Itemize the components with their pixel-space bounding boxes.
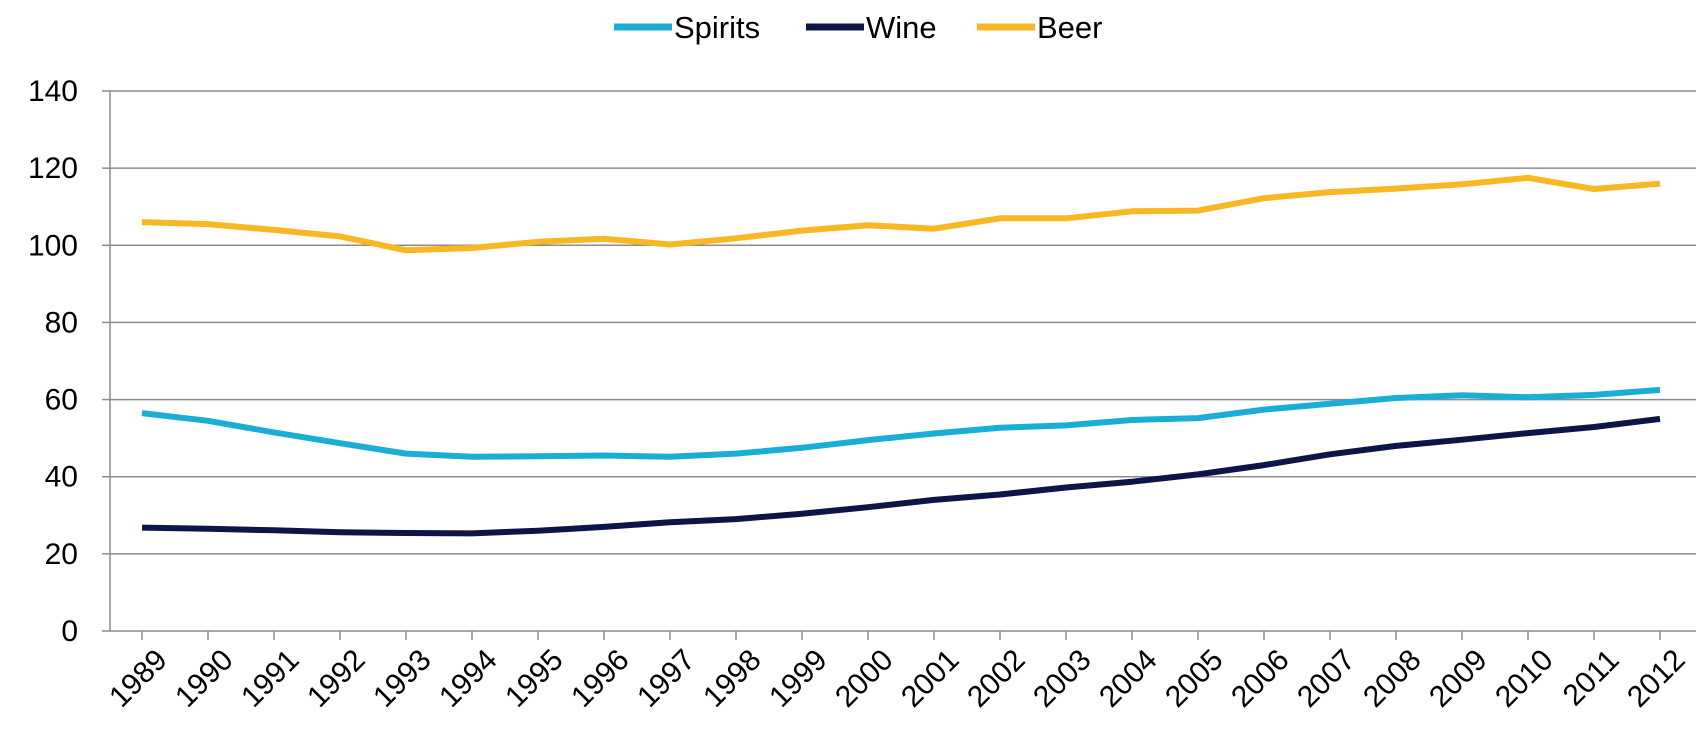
x-tick-label: 2011 bbox=[1557, 643, 1626, 712]
legend-item-spirits: Spirits bbox=[614, 10, 760, 45]
y-tick-label: 120 bbox=[28, 152, 78, 185]
x-tick-label: 2002 bbox=[961, 643, 1032, 714]
x-tick-label: 1999 bbox=[763, 643, 834, 714]
y-axis-tick-labels: 0 20 40 60 80 100 120 140 bbox=[28, 75, 78, 648]
y-tick-label: 20 bbox=[45, 538, 78, 571]
series-line-wine bbox=[141, 415, 1661, 537]
x-tick-label: 2003 bbox=[1027, 643, 1098, 714]
series-line-spirits bbox=[141, 386, 1661, 460]
x-tick-label: 1997 bbox=[631, 643, 702, 714]
x-tick-label: 1992 bbox=[301, 643, 372, 714]
legend-item-wine: Wine bbox=[806, 10, 937, 45]
x-tick-label: 1995 bbox=[499, 643, 570, 714]
x-axis-tick-labels: 1989199019911992199319941995199619971998… bbox=[103, 643, 1692, 714]
x-tick-label: 1998 bbox=[697, 643, 768, 714]
y-tick-label: 140 bbox=[28, 75, 78, 108]
x-tick-label: 2012 bbox=[1621, 643, 1692, 714]
axes bbox=[102, 90, 1696, 640]
x-tick-label: 1991 bbox=[235, 643, 306, 714]
x-tick-label: 2009 bbox=[1423, 643, 1494, 714]
x-tick-label: 2001 bbox=[895, 643, 966, 714]
x-tick-label: 2008 bbox=[1357, 643, 1428, 714]
y-tick-label: 100 bbox=[28, 229, 78, 262]
x-tick-label: 2005 bbox=[1159, 643, 1230, 714]
y-tick-label: 0 bbox=[61, 615, 78, 648]
series-lines bbox=[141, 174, 1661, 537]
y-tick-label: 80 bbox=[45, 306, 78, 339]
x-tick-label: 2004 bbox=[1093, 643, 1164, 714]
x-tick-label: 1994 bbox=[433, 643, 504, 714]
x-tick-label: 2006 bbox=[1225, 643, 1296, 714]
legend-label: Spirits bbox=[674, 10, 760, 45]
x-tick-label: 2007 bbox=[1291, 643, 1362, 714]
legend-item-beer: Beer bbox=[977, 10, 1102, 45]
legend-label: Beer bbox=[1037, 10, 1102, 45]
gridlines bbox=[110, 90, 1696, 555]
y-tick-label: 40 bbox=[45, 461, 78, 494]
x-tick-label: 2010 bbox=[1489, 643, 1560, 714]
x-tick-label: 1989 bbox=[103, 643, 174, 714]
legend: Spirits Wine Beer bbox=[614, 10, 1102, 45]
x-tick-label: 1990 bbox=[169, 643, 240, 714]
y-tick-label: 60 bbox=[45, 384, 78, 417]
x-tick-label: 1993 bbox=[367, 643, 438, 714]
series-line-beer bbox=[141, 174, 1661, 254]
x-tick-label: 2000 bbox=[829, 643, 900, 714]
x-tick-label: 1996 bbox=[565, 643, 636, 714]
legend-label: Wine bbox=[866, 10, 937, 45]
